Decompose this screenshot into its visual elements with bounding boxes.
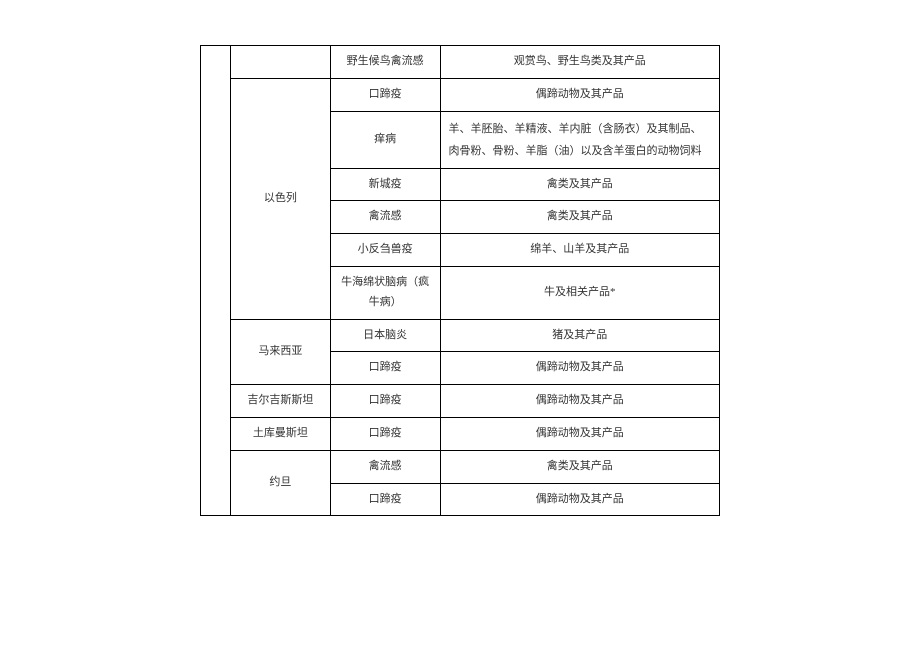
table-row: 约旦 禽流感 禽类及其产品 <box>201 450 720 483</box>
disease-cell: 痒病 <box>330 111 440 168</box>
product-cell: 绵羊、山羊及其产品 <box>440 234 719 267</box>
quarantine-table-container: 野生候鸟禽流感 观赏鸟、野生鸟类及其产品 以色列 口蹄疫 偶蹄动物及其产品 痒病… <box>200 45 720 516</box>
country-cell: 约旦 <box>230 450 330 516</box>
disease-cell: 小反刍兽疫 <box>330 234 440 267</box>
disease-cell: 口蹄疫 <box>330 78 440 111</box>
product-cell: 偶蹄动物及其产品 <box>440 352 719 385</box>
product-cell: 偶蹄动物及其产品 <box>440 417 719 450</box>
product-cell: 禽类及其产品 <box>440 450 719 483</box>
product-cell: 牛及相关产品* <box>440 266 719 319</box>
disease-cell: 新城疫 <box>330 168 440 201</box>
product-cell: 禽类及其产品 <box>440 168 719 201</box>
disease-cell: 禽流感 <box>330 450 440 483</box>
table-row: 以色列 口蹄疫 偶蹄动物及其产品 <box>201 78 720 111</box>
disease-cell: 野生候鸟禽流感 <box>330 46 440 79</box>
quarantine-table: 野生候鸟禽流感 观赏鸟、野生鸟类及其产品 以色列 口蹄疫 偶蹄动物及其产品 痒病… <box>200 45 720 516</box>
disease-cell: 牛海绵状脑病（疯牛病） <box>330 266 440 319</box>
blank-category-cell <box>201 46 231 516</box>
disease-cell: 口蹄疫 <box>330 417 440 450</box>
table-body: 野生候鸟禽流感 观赏鸟、野生鸟类及其产品 以色列 口蹄疫 偶蹄动物及其产品 痒病… <box>201 46 720 516</box>
product-cell: 猪及其产品 <box>440 319 719 352</box>
table-row: 土库曼斯坦 口蹄疫 偶蹄动物及其产品 <box>201 417 720 450</box>
product-cell: 羊、羊胚胎、羊精液、羊内脏（含肠衣）及其制品、肉骨粉、骨粉、羊脂（油）以及含羊蛋… <box>440 111 719 168</box>
product-cell: 观赏鸟、野生鸟类及其产品 <box>440 46 719 79</box>
product-cell: 禽类及其产品 <box>440 201 719 234</box>
disease-cell: 口蹄疫 <box>330 483 440 516</box>
product-cell: 偶蹄动物及其产品 <box>440 483 719 516</box>
disease-cell: 口蹄疫 <box>330 352 440 385</box>
country-cell: 以色列 <box>230 78 330 319</box>
country-cell: 吉尔吉斯斯坦 <box>230 385 330 418</box>
table-row: 野生候鸟禽流感 观赏鸟、野生鸟类及其产品 <box>201 46 720 79</box>
product-cell: 偶蹄动物及其产品 <box>440 78 719 111</box>
country-cell: 马来西亚 <box>230 319 330 385</box>
country-cell: 土库曼斯坦 <box>230 417 330 450</box>
table-row: 吉尔吉斯斯坦 口蹄疫 偶蹄动物及其产品 <box>201 385 720 418</box>
disease-cell: 日本脑炎 <box>330 319 440 352</box>
table-row: 马来西亚 日本脑炎 猪及其产品 <box>201 319 720 352</box>
disease-cell: 口蹄疫 <box>330 385 440 418</box>
country-cell <box>230 46 330 79</box>
product-cell: 偶蹄动物及其产品 <box>440 385 719 418</box>
disease-cell: 禽流感 <box>330 201 440 234</box>
